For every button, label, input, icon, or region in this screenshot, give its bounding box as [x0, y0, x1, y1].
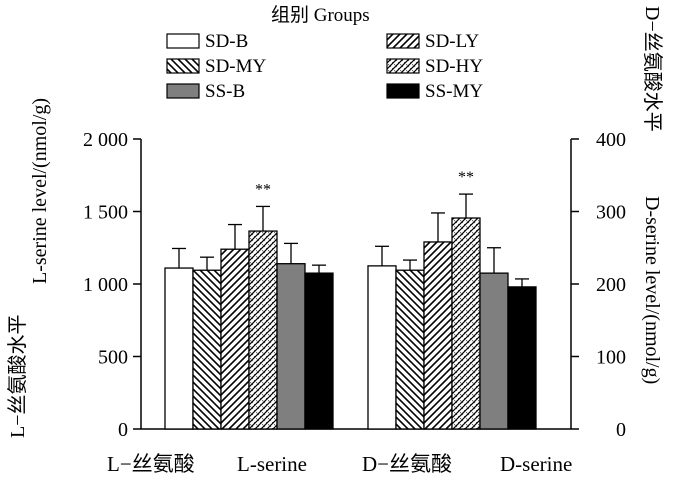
- significance-marker-1: **: [458, 169, 474, 186]
- significance-marker-0: **: [255, 181, 271, 198]
- right-tick-label: 0: [616, 419, 626, 441]
- right-tick-label: 300: [596, 202, 626, 224]
- bar-ss-my-1: [507, 286, 537, 430]
- category-labels: L−丝氨酸 L-serine D−丝氨酸 D-serine: [107, 452, 572, 476]
- left-tick-label: 1 500: [83, 202, 128, 224]
- bar-sd-b-1: [367, 265, 397, 430]
- right-axis-title-en: D-serine level/(nmol/g): [641, 196, 663, 384]
- right-tick-label: 200: [596, 274, 626, 296]
- bar-ss-b-1: [479, 272, 509, 430]
- legend-label-sd-ly: SD-LY: [425, 31, 479, 52]
- legend: 组别 Groups SD-B SD-MY SS-B SD-LY SD-HY SS-MY: [166, 4, 483, 102]
- right-axis-title: D−丝氨酸水平 D-serine level/(nmol/g): [641, 6, 664, 384]
- legend-swatch-sd-b: [166, 33, 200, 49]
- legend-swatch-ss-my: [386, 83, 420, 99]
- left-tick-label: 500: [98, 347, 128, 369]
- left-axis-title: L−丝氨酸水平 L-serine level/(nmol/g): [6, 98, 51, 438]
- legend-title: 组别 Groups: [271, 4, 370, 26]
- legend-label-sd-b: SD-B: [205, 31, 248, 52]
- category-label-1-en: D-serine: [500, 452, 572, 476]
- bar-ss-my-0: [304, 272, 334, 430]
- bar-sd-ly-0: [220, 248, 250, 430]
- left-tick-label: 1 000: [83, 274, 128, 296]
- right-axis-title-cn: D−丝氨酸水平: [641, 6, 664, 132]
- category-label-1-cn: D−丝氨酸: [362, 452, 452, 476]
- bar-sd-b-0: [164, 267, 194, 430]
- legend-swatch-sd-my: [166, 58, 200, 74]
- legend-swatch-ss-b: [166, 83, 200, 99]
- legend-label-sd-my: SD-MY: [205, 56, 267, 77]
- category-label-0-cn: L−丝氨酸: [107, 452, 195, 476]
- legend-label-ss-my: SS-MY: [425, 81, 483, 102]
- bars: ** **: [164, 169, 537, 430]
- bar-sd-hy-1: [451, 217, 481, 430]
- legend-swatch-sd-hy: [386, 58, 420, 74]
- bar-sd-hy-0: [248, 230, 278, 430]
- legend-label-ss-b: SS-B: [205, 81, 245, 102]
- left-tick-label: 0: [118, 419, 128, 441]
- left-tick-label: 2 000: [83, 129, 128, 151]
- bar-ss-b-0: [276, 263, 306, 430]
- bar-sd-ly-1: [423, 241, 453, 430]
- bar-sd-my-1: [395, 269, 425, 430]
- legend-swatch-sd-ly: [386, 33, 420, 49]
- left-axis-title-cn: L−丝氨酸水平: [6, 315, 29, 439]
- category-label-0-en: L-serine: [237, 452, 307, 476]
- left-axis-title-en: L-serine level/(nmol/g): [29, 98, 51, 284]
- bar-sd-my-0: [192, 269, 222, 430]
- right-tick-label: 400: [596, 129, 626, 151]
- right-tick-label: 100: [596, 347, 626, 369]
- legend-label-sd-hy: SD-HY: [425, 56, 483, 77]
